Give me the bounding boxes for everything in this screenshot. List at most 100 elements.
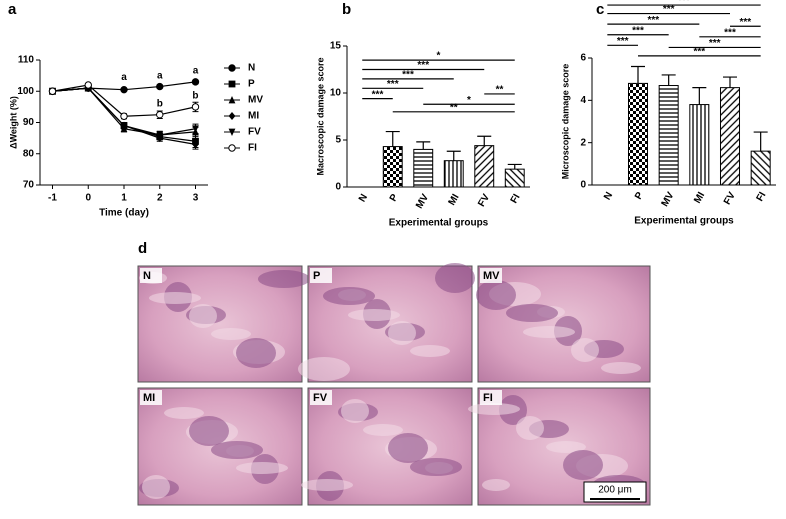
x-tick-label: -1 — [48, 193, 57, 204]
x-tick-label: MI — [447, 192, 462, 207]
error-bar — [723, 76, 737, 88]
tissue-texture — [388, 433, 428, 463]
marker — [120, 85, 128, 94]
legend-label: FI — [248, 143, 257, 154]
tissue-texture — [149, 292, 201, 304]
panel-label: c — [596, 1, 604, 18]
x-axis-label: Experimental groups — [634, 216, 734, 227]
x-tick-label: 1 — [121, 193, 127, 204]
x-tick-label: MI — [692, 190, 707, 205]
panel-label: a — [8, 1, 17, 18]
error-bar — [416, 141, 431, 150]
marker — [192, 140, 199, 149]
bar — [474, 145, 495, 188]
significance-label: *** — [402, 70, 414, 81]
tissue-texture — [341, 399, 369, 423]
x-axis-label: Time (day) — [99, 208, 149, 219]
bar — [689, 104, 710, 186]
legend-label: FV — [248, 127, 261, 138]
tissue-texture — [482, 479, 510, 491]
legend-marker — [228, 128, 236, 136]
y-tick-label: 0 — [335, 182, 341, 193]
x-tick-label: FV — [722, 190, 738, 207]
y-axis-label: Microscopic damage score — [560, 64, 570, 180]
significance-label: *** — [387, 79, 399, 90]
y-tick-label: 90 — [23, 117, 35, 128]
marker — [156, 110, 164, 119]
tissue-texture — [142, 475, 170, 499]
error-bar — [692, 87, 707, 105]
significance-label: *** — [693, 47, 705, 58]
label-bg — [310, 268, 332, 283]
panel-label: d — [138, 240, 147, 257]
image-label: N — [143, 270, 151, 282]
tissue-texture — [516, 416, 544, 440]
x-tick-label: 0 — [85, 193, 91, 204]
annotation: a — [121, 72, 127, 83]
tissue-texture — [506, 304, 558, 322]
tissue-texture — [298, 357, 350, 381]
annotation: b — [157, 98, 163, 109]
significance-label: *** — [724, 27, 736, 38]
marker — [84, 81, 92, 89]
tissue-texture — [189, 416, 229, 446]
tissue-texture — [189, 304, 217, 328]
bar — [750, 150, 771, 186]
legend-marker — [228, 64, 236, 72]
bar — [719, 87, 741, 186]
bar — [443, 160, 464, 188]
label-bg — [140, 390, 162, 405]
legend-label: N — [248, 63, 255, 74]
tissue-texture — [601, 362, 641, 374]
error-bar — [446, 150, 461, 161]
x-tick-label: FI — [755, 190, 769, 203]
y-tick-label: 110 — [18, 55, 35, 66]
label-bg — [310, 390, 332, 405]
tissue-texture — [211, 441, 263, 459]
x-tick-label: 2 — [157, 193, 163, 204]
tissue-texture — [546, 441, 586, 453]
error-bar — [631, 65, 645, 84]
marker — [120, 112, 128, 120]
error-bar — [477, 135, 492, 146]
y-tick-label: 0 — [580, 180, 586, 191]
significance-label: ** — [450, 102, 458, 113]
label-bg — [480, 390, 502, 405]
tissue-texture — [563, 450, 603, 480]
label-bg — [140, 268, 162, 283]
histology-image: N — [137, 265, 310, 383]
x-tick-label: MV — [414, 192, 431, 211]
significance-label: *** — [739, 17, 751, 28]
scale-bar-box — [583, 481, 647, 503]
x-tick-label: N — [602, 190, 615, 202]
tissue-texture — [468, 403, 520, 415]
x-tick-label: 3 — [193, 193, 199, 204]
significance-label: * — [467, 95, 471, 106]
marker — [48, 87, 57, 95]
significance-label: *** — [709, 38, 721, 49]
bar — [382, 146, 403, 188]
annotation: b — [192, 91, 198, 102]
y-tick-label: 10 — [330, 88, 342, 99]
tissue-texture — [348, 309, 400, 321]
marker — [156, 131, 164, 139]
significance-label: *** — [417, 60, 429, 71]
significance-label: *** — [617, 36, 629, 47]
legend-label: P — [248, 79, 255, 90]
significance-label: *** — [372, 89, 384, 100]
tissue-texture — [476, 280, 516, 310]
histology-image: FV — [301, 387, 473, 506]
legend-label: MI — [248, 111, 259, 122]
image-label: FV — [313, 392, 328, 404]
tissue-texture — [388, 321, 416, 345]
image-label: P — [313, 270, 320, 282]
error-bar — [661, 74, 676, 86]
y-tick-label: 70 — [23, 180, 35, 191]
marker — [191, 103, 200, 111]
bar — [504, 168, 525, 188]
error-bar — [507, 163, 522, 170]
histology-image: P — [298, 263, 475, 383]
error-bar — [385, 130, 400, 147]
annotation: a — [157, 70, 163, 81]
y-tick-label: 100 — [17, 86, 34, 97]
